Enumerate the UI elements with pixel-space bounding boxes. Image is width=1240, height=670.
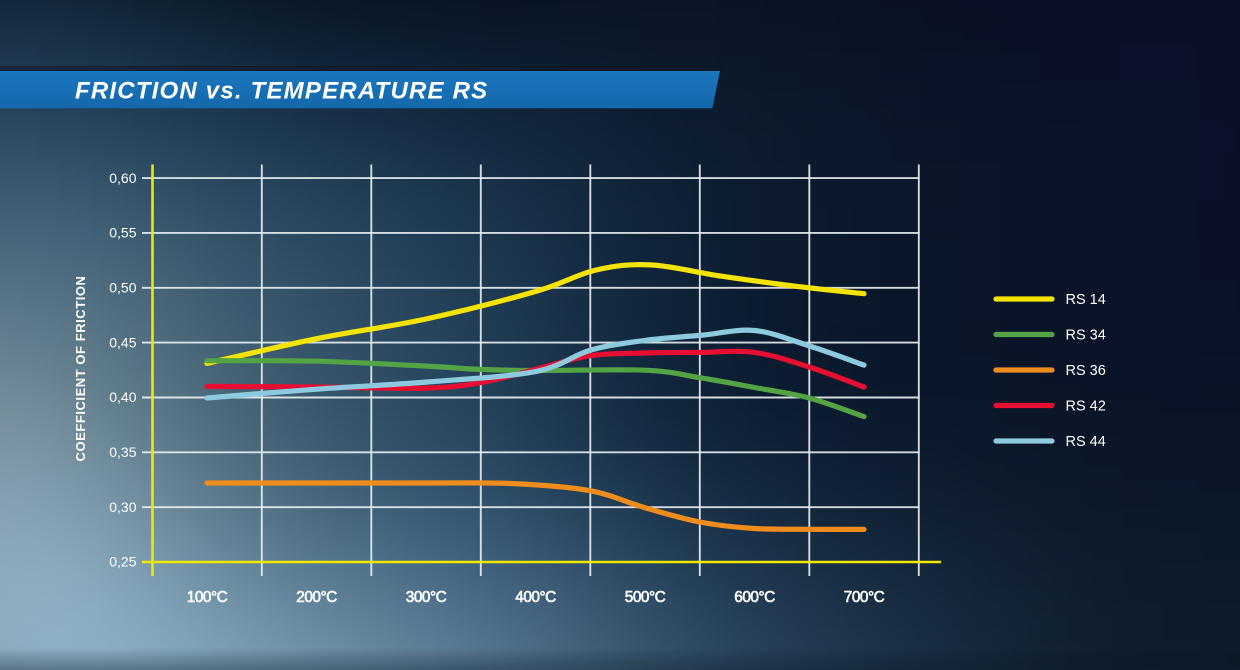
- svg-text:RS 36: RS 36: [1066, 363, 1106, 379]
- svg-text:0,35: 0,35: [109, 444, 136, 460]
- svg-text:0,60: 0,60: [109, 170, 136, 186]
- svg-text:0,55: 0,55: [109, 225, 136, 241]
- svg-text:300°C: 300°C: [406, 589, 447, 606]
- svg-text:RS 42: RS 42: [1066, 399, 1106, 415]
- svg-text:RS 34: RS 34: [1066, 328, 1106, 344]
- svg-text:500°C: 500°C: [625, 589, 666, 606]
- svg-text:700°C: 700°C: [844, 589, 885, 606]
- svg-text:0,45: 0,45: [109, 334, 136, 350]
- svg-text:0,25: 0,25: [109, 554, 136, 570]
- svg-text:FRICTION vs. TEMPERATURE RS: FRICTION vs. TEMPERATURE RS: [75, 78, 488, 105]
- svg-text:0,30: 0,30: [109, 499, 136, 515]
- svg-text:0,50: 0,50: [109, 280, 136, 296]
- svg-text:100°C: 100°C: [187, 589, 228, 606]
- svg-text:RS 44: RS 44: [1066, 434, 1106, 450]
- svg-text:RS 14: RS 14: [1066, 292, 1106, 308]
- svg-text:600°C: 600°C: [734, 589, 775, 606]
- svg-text:COEFFICIENT OF FRICTION: COEFFICIENT OF FRICTION: [73, 276, 88, 462]
- svg-text:400°C: 400°C: [515, 589, 556, 606]
- svg-text:0,40: 0,40: [109, 389, 136, 405]
- svg-text:200°C: 200°C: [296, 589, 337, 606]
